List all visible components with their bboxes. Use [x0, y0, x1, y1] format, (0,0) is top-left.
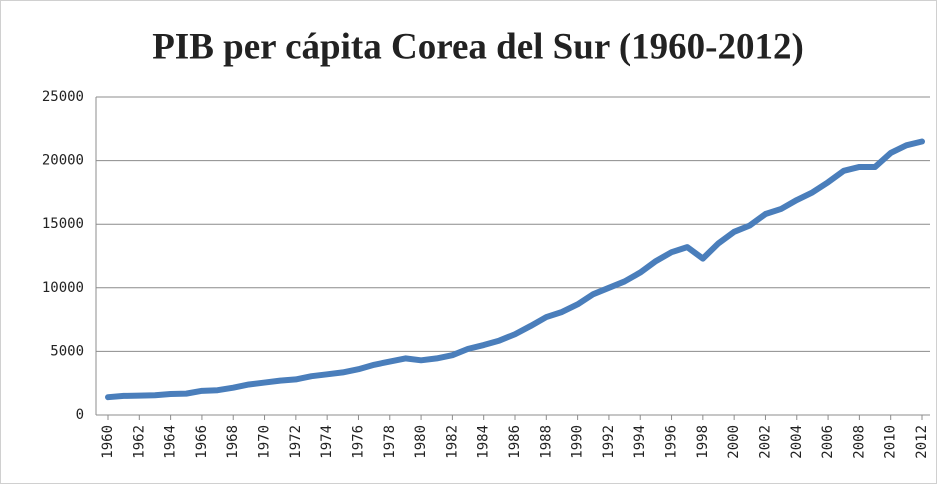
- x-tick-label: 2002: [757, 425, 773, 459]
- x-tick-label: 1992: [601, 425, 617, 459]
- x-tick-label: 1960: [100, 425, 116, 459]
- chart-title: PIB per cápita Corea del Sur (1960-2012): [152, 26, 804, 67]
- x-tick-label: 2000: [726, 425, 742, 459]
- x-tick-label: 1996: [664, 425, 680, 459]
- y-tick-label: 25000: [42, 89, 84, 105]
- y-tick-label: 5000: [50, 343, 84, 359]
- y-tick-label: 20000: [42, 153, 84, 169]
- x-tick-label: 2006: [820, 425, 836, 459]
- x-tick-label: 1974: [319, 425, 335, 459]
- x-tick-label: 1998: [695, 425, 711, 459]
- x-tick-label: 2012: [914, 425, 930, 459]
- x-tick-label: 1988: [538, 425, 554, 459]
- x-tick-label: 1978: [382, 425, 398, 459]
- x-tick-label: 1994: [632, 425, 648, 459]
- y-tick-label: 0: [76, 407, 84, 423]
- x-tick-label: 1980: [413, 425, 429, 459]
- x-tick-label: 2008: [851, 425, 867, 459]
- x-tick-label: 1966: [194, 425, 210, 459]
- y-tick-label: 10000: [42, 280, 84, 296]
- x-tick-label: 1962: [131, 425, 147, 459]
- y-tick-label: 15000: [42, 216, 84, 232]
- x-tick-label: 1982: [444, 425, 460, 459]
- x-tick-label: 2010: [883, 425, 899, 459]
- x-tick-label: 1976: [350, 425, 366, 459]
- x-tick-label: 1984: [476, 425, 492, 459]
- x-tick-label: 1964: [163, 425, 179, 459]
- data-line: [105, 138, 925, 401]
- x-tick-label: 1972: [288, 425, 304, 459]
- x-tick-label: 1986: [507, 425, 523, 459]
- x-tick-label: 2004: [789, 425, 805, 459]
- x-tick-label: 1968: [225, 425, 241, 459]
- x-tick-label: 1970: [257, 425, 273, 459]
- x-tick-label: 1990: [570, 425, 586, 459]
